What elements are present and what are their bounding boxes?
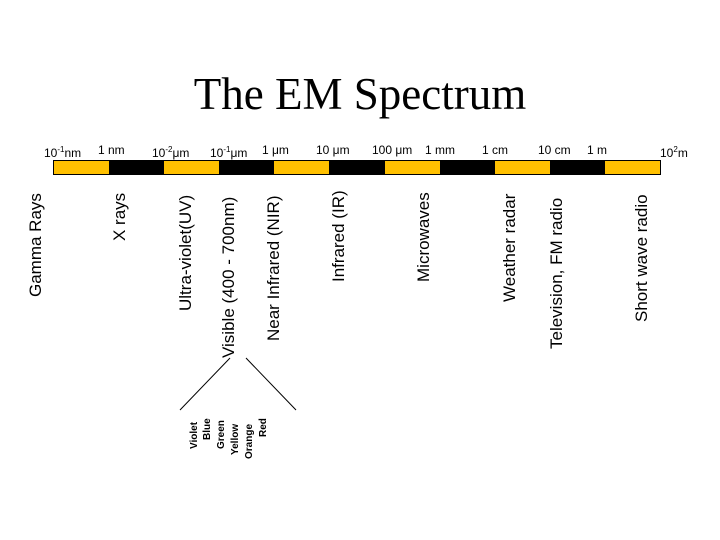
- scale-label: 1 μm: [262, 143, 289, 157]
- scale-label: 1 mm: [425, 143, 455, 157]
- bar-segment-yellow: [604, 161, 661, 174]
- callout-line-left: [179, 357, 231, 411]
- visible-color-green: Green: [216, 420, 227, 449]
- bar-segment-yellow: [164, 161, 220, 174]
- scale-label: 1 m: [587, 143, 608, 157]
- scale-label: 10 μm: [316, 143, 350, 157]
- bar-segment-yellow: [494, 161, 550, 174]
- bar-segment-black: [549, 161, 605, 174]
- scale-label: 10 cm: [538, 143, 571, 157]
- scale-label: 10-1nm: [44, 145, 82, 160]
- spectrum-bar: [53, 160, 661, 175]
- visible-color-red: Red: [258, 418, 269, 437]
- callout-line-right: [245, 357, 297, 411]
- bar-segment-yellow: [54, 161, 110, 174]
- bar-segment-black: [439, 161, 495, 174]
- page-title: The EM Spectrum: [193, 69, 527, 119]
- bar-segment-black: [219, 161, 275, 174]
- bar-segment-yellow: [384, 161, 440, 174]
- bar-segment-black: [329, 161, 385, 174]
- scale-label: 102m: [660, 145, 688, 160]
- scale-label: 100 μm: [372, 143, 413, 157]
- scale-label: 10-1μm: [210, 145, 248, 160]
- bar-segment-black: [109, 161, 165, 174]
- scale-label: 10-2μm: [152, 145, 190, 160]
- bar-segment-yellow: [274, 161, 330, 174]
- scale-label: 1 cm: [482, 143, 509, 157]
- visible-color-orange: Orange: [244, 423, 255, 459]
- scale-label: 1 nm: [98, 143, 125, 157]
- visible-color-yellow: Yellow: [230, 423, 241, 455]
- visible-color-blue: Blue: [202, 418, 213, 440]
- visible-color-violet: Violet: [189, 421, 200, 449]
